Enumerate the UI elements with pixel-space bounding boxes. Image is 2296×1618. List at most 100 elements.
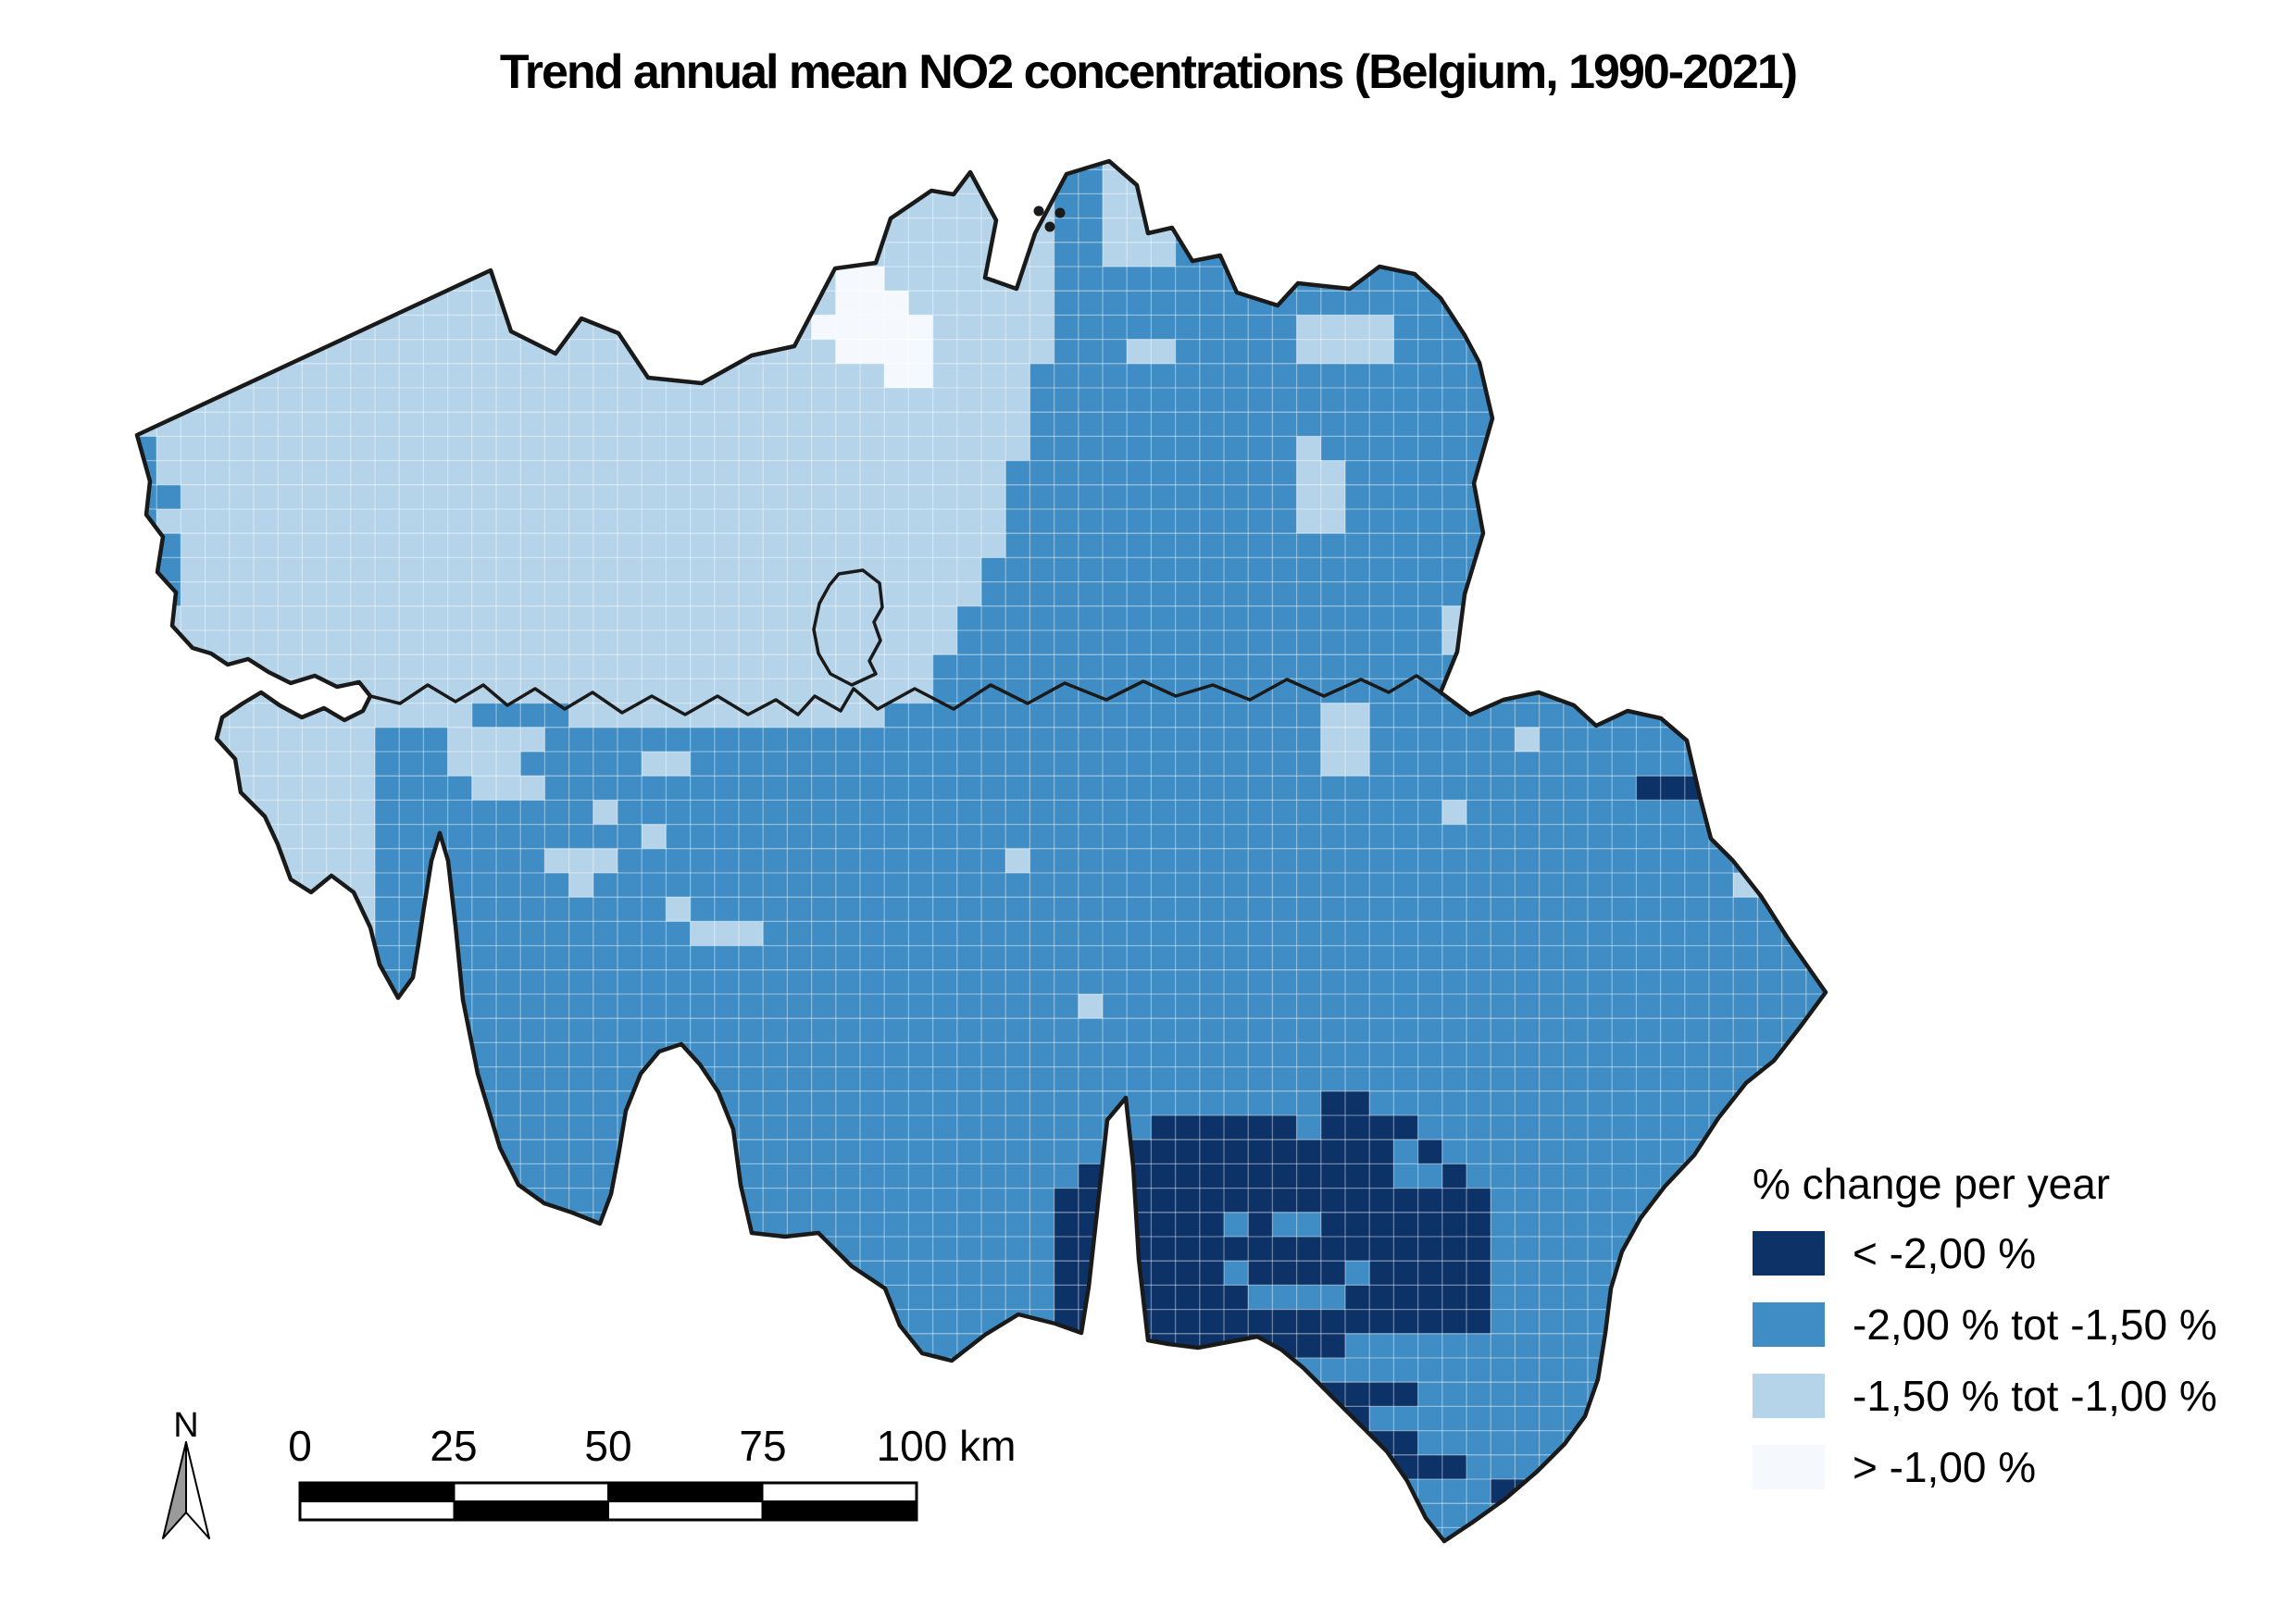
grid-cell-run <box>375 1309 1054 1334</box>
grid-cell-run <box>1466 800 1826 825</box>
grid-cell-run <box>1175 193 1826 218</box>
scale-bar-segment <box>761 1500 917 1521</box>
grid-cell-run <box>137 1261 375 1286</box>
grid-cell-run <box>1029 436 1297 461</box>
legend-item-2-to-1-5: -2,00 % tot -1,50 % <box>1753 1301 2217 1349</box>
grid-cell-run <box>1029 412 1826 437</box>
grid-cell-run <box>137 1066 375 1091</box>
scale-bar-label: 0 <box>288 1422 312 1470</box>
grid-cell-run <box>181 581 981 606</box>
grid-cell-run <box>137 1115 375 1140</box>
scale-bar-segment <box>453 1500 609 1521</box>
grid-cell-run <box>932 339 1054 364</box>
grid-cell-run <box>763 921 1826 946</box>
grid-cell-run <box>1320 1115 1418 1140</box>
grid-cell-run <box>375 1237 1054 1262</box>
grid-cell-run <box>666 897 691 922</box>
grid-cell-run <box>447 727 545 752</box>
grid-cell-run <box>884 267 1054 292</box>
legend-swatch-medium-blue <box>1753 1302 1825 1347</box>
grid-cell-run <box>1345 1261 1370 1286</box>
grid-cell-run <box>1054 267 1826 292</box>
brussels-enclave-outline <box>812 568 884 687</box>
grid-cell-run <box>137 557 157 582</box>
north-arrow-right-half <box>185 1441 210 1539</box>
baarle-dot <box>1044 221 1055 232</box>
scale-bar: 0 25 50 75 100 km <box>288 1422 1016 1522</box>
grid-cell-run <box>981 557 1826 582</box>
grid-cell-run <box>1296 484 1345 509</box>
legend-swatch-near-white <box>1753 1445 1825 1489</box>
grid-cell-run <box>1369 218 1394 243</box>
scale-bar-segment <box>761 1482 917 1502</box>
grid-cell-run <box>137 994 375 1019</box>
grid-cell-run <box>981 581 1826 606</box>
grid-cell-run <box>137 581 157 606</box>
grid-cell-run <box>375 1164 1079 1189</box>
grid-cell-run <box>137 1454 375 1479</box>
grid-cell-run <box>1296 460 1345 485</box>
grid-cell-run <box>932 315 1054 340</box>
flanders-wallonia-boundary <box>368 674 1442 716</box>
scale-bar-label: 50 <box>584 1422 631 1470</box>
grid-cell-run <box>568 873 593 898</box>
grid-cell-run <box>137 1237 375 1262</box>
scale-bar-segment <box>299 1500 455 1521</box>
grid-cell-run <box>1320 703 1370 728</box>
grid-cell-run <box>375 727 448 752</box>
grid-cell-run <box>137 412 1030 437</box>
grid-cell-run <box>137 242 1054 267</box>
grid-cell-run <box>1078 1164 1394 1189</box>
grid-cell-run <box>1320 752 1370 777</box>
north-arrow-label: N <box>173 1406 198 1445</box>
grid-cell-run <box>1320 1090 1370 1115</box>
grid-cell-run <box>375 800 593 825</box>
grid-cell-run <box>618 800 1442 825</box>
grid-cell-run <box>137 1042 375 1067</box>
grid-cells <box>132 161 1826 1576</box>
legend-swatch-dark-blue <box>1753 1231 1825 1276</box>
scale-bar-segment <box>607 1482 764 1502</box>
grid-cell-run <box>1127 1358 1200 1383</box>
grid-cell-run <box>1103 242 1176 267</box>
grid-cell-run <box>1005 484 1297 509</box>
baarle-dot <box>1054 207 1066 218</box>
grid-cell-run <box>1005 509 1297 534</box>
grid-cell-run <box>375 945 1826 970</box>
legend-item-lt-2: < -2,00 % <box>1753 1229 2217 1277</box>
grid-cell-run <box>1248 1285 1345 1310</box>
grid-cell-run <box>181 484 1006 509</box>
grid-cell-run <box>137 218 1054 243</box>
grid-cell-run <box>137 1382 375 1407</box>
legend-label: > -1,00 % <box>1853 1443 2037 1491</box>
legend-item-gt-1: > -1,00 % <box>1753 1443 2217 1491</box>
grid-cell-run <box>1296 339 1394 364</box>
grid-cell-run <box>137 339 836 364</box>
grid-cell-run <box>690 921 764 946</box>
grid-cell-run <box>471 703 569 728</box>
grid-cell-run <box>1248 1212 1273 1237</box>
grid-cell-run <box>137 533 181 558</box>
grid-cell-run <box>1078 994 1103 1019</box>
grid-cell-run <box>137 169 1054 194</box>
grid-cell-run <box>375 1018 1826 1043</box>
grid-cell-run <box>137 1333 375 1358</box>
grid-cell-run <box>1005 460 1297 485</box>
grid-cell-run <box>137 921 375 946</box>
grid-cell-run <box>137 1430 375 1455</box>
grid-cell-run <box>1175 218 1370 243</box>
grid-cell-run <box>137 605 957 630</box>
baarle-hertog-dots <box>1033 205 1066 232</box>
baarle-dot <box>1033 205 1044 217</box>
grid-cell-run <box>137 897 375 922</box>
scale-bar-label: 75 <box>739 1422 786 1470</box>
grid-cell-run <box>1224 1261 1249 1286</box>
grid-cell-run <box>1369 727 1516 752</box>
grid-cell-run <box>132 1552 375 1576</box>
grid-cell-run <box>1151 1382 1418 1407</box>
grid-cell-run <box>908 291 1054 316</box>
grid-cell-run <box>642 752 691 777</box>
grid-cell-run <box>618 848 1006 873</box>
grid-cell-run <box>1320 436 1826 461</box>
grid-cell-run <box>137 654 933 679</box>
